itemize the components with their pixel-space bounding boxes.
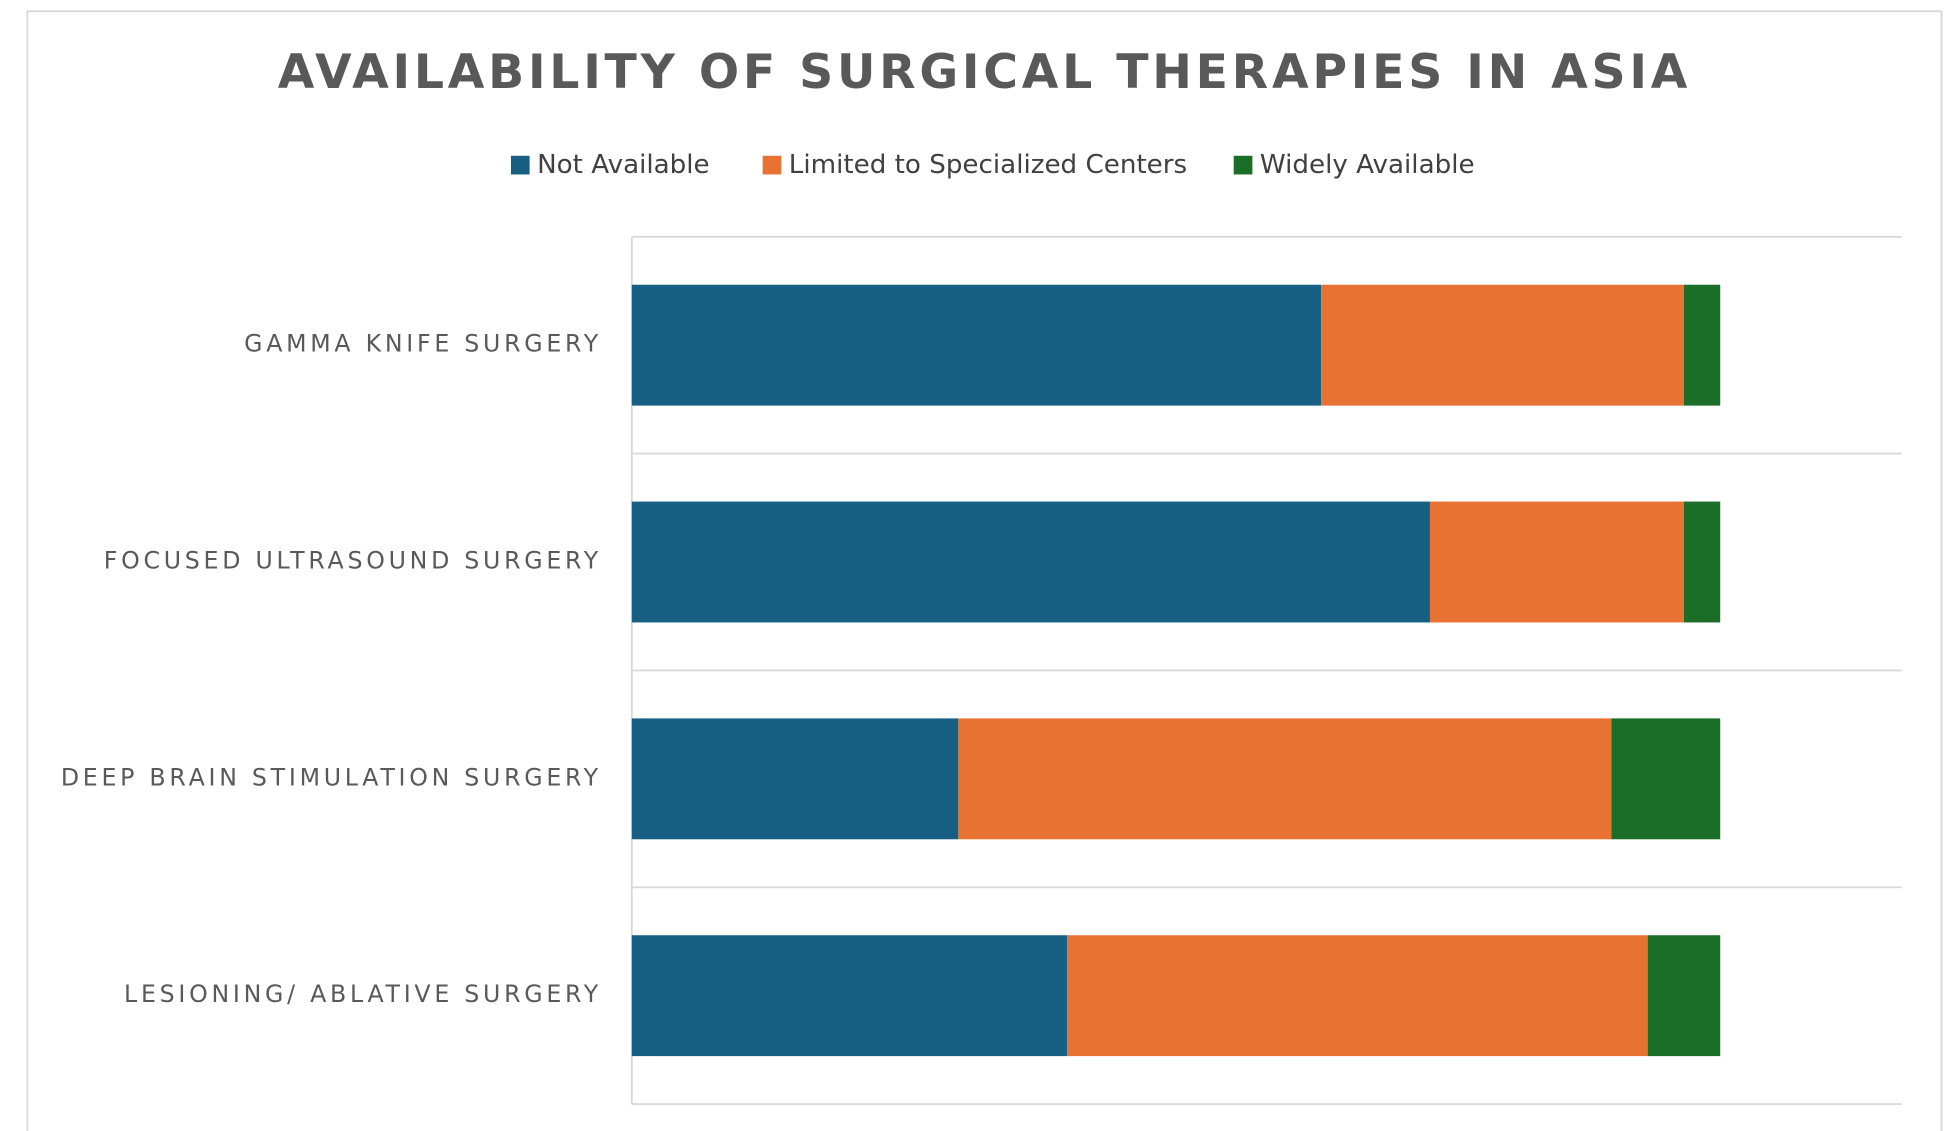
category-label: LESIONING/ ABLATIVE SURGERY [124, 980, 602, 1008]
legend-swatch [1233, 155, 1253, 175]
category-label: FOCUSED ULTRASOUND SURGERY [104, 547, 602, 575]
legend-label: Widely Available [1260, 150, 1475, 180]
bar-segment [1611, 718, 1721, 840]
legend-swatch [510, 155, 530, 175]
bar-segment [1067, 935, 1648, 1057]
bar-segment [1647, 935, 1721, 1057]
bar-segment [631, 501, 1430, 623]
bar-segment [1683, 501, 1721, 623]
bar-segment [1683, 284, 1721, 406]
bar-segment [1321, 284, 1684, 406]
legend-swatch [762, 155, 782, 175]
legend-label: Not Available [537, 150, 710, 180]
category-label: DEEP BRAIN STIMULATION SURGERY [61, 763, 602, 791]
bar-segment [631, 718, 959, 840]
legend-label: Limited to Specialized Centers [789, 150, 1187, 180]
bar-segment [1429, 501, 1684, 623]
chart-title: AVAILABILITY OF SURGICAL THERAPIES IN AS… [278, 45, 1691, 100]
category-label: GAMMA KNIFE SURGERY [244, 330, 602, 358]
bar-segment [631, 284, 1322, 406]
bar-segment [631, 935, 1068, 1057]
bar-segment [958, 718, 1612, 840]
